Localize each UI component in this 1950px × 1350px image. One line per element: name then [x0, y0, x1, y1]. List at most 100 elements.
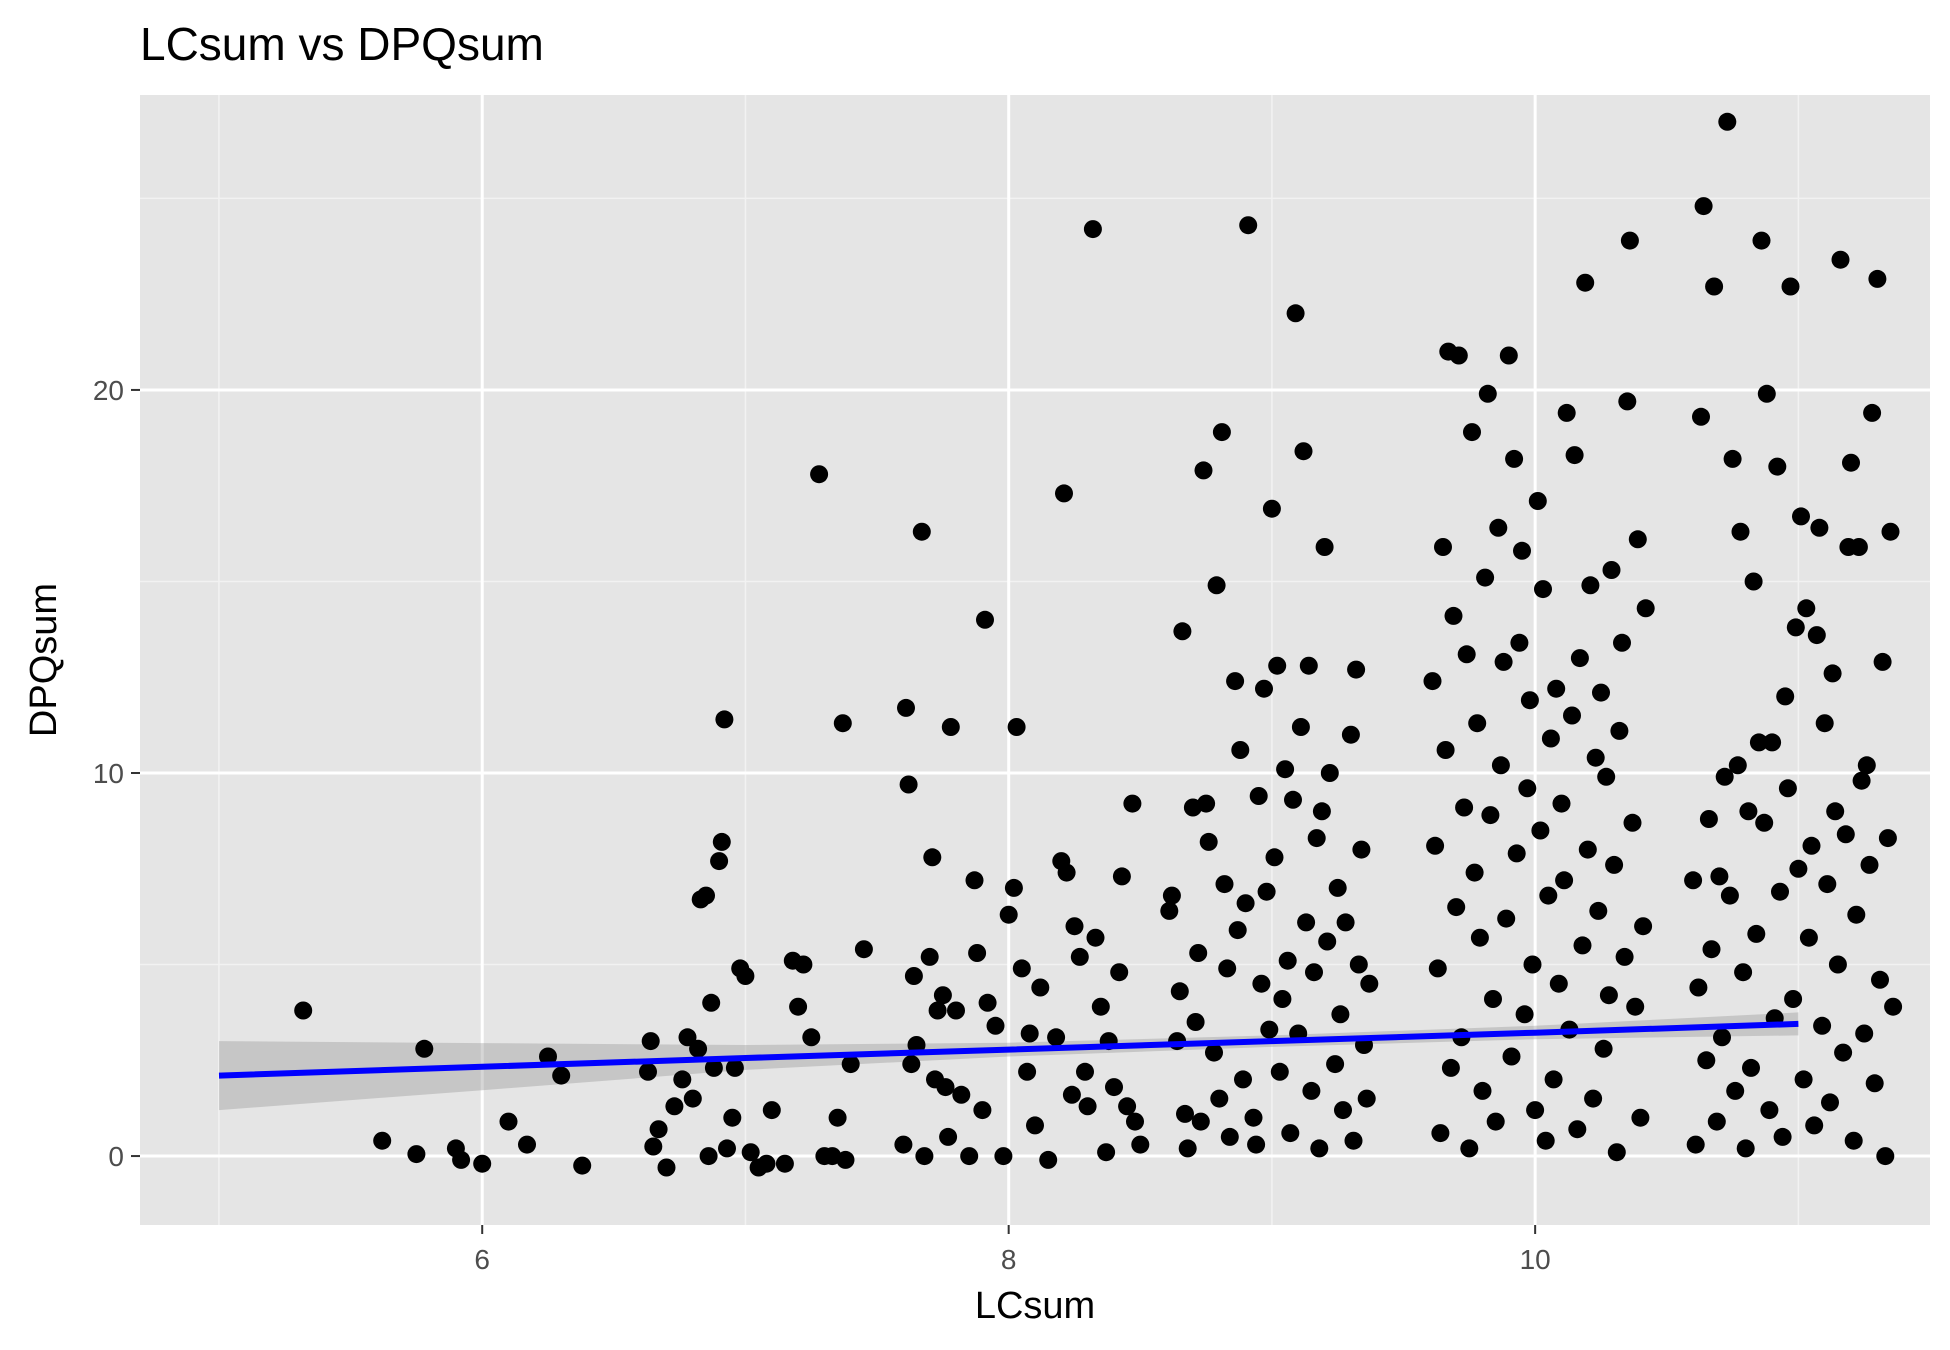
data-point	[1489, 518, 1508, 537]
data-point	[1039, 1150, 1058, 1169]
data-point	[775, 1154, 794, 1173]
data-point	[1536, 1131, 1555, 1150]
data-point	[973, 1101, 992, 1120]
data-point	[1160, 901, 1179, 920]
data-point	[1823, 664, 1842, 683]
x-tick-label: 8	[1001, 1244, 1017, 1275]
data-point	[1797, 599, 1816, 618]
data-point	[710, 852, 729, 871]
data-point	[1255, 679, 1273, 698]
data-point	[1091, 997, 1110, 1016]
data-point	[1062, 1085, 1081, 1104]
data-point	[573, 1156, 592, 1175]
data-point	[1505, 449, 1524, 468]
data-point	[1773, 1127, 1792, 1146]
data-point	[1031, 978, 1050, 997]
data-point	[978, 993, 997, 1012]
data-point	[1105, 1078, 1123, 1097]
data-point	[1186, 1013, 1205, 1031]
data-point	[1499, 346, 1518, 365]
data-point	[1723, 449, 1742, 468]
data-point	[1210, 1089, 1229, 1108]
data-point	[1810, 518, 1829, 537]
data-point	[1347, 660, 1366, 679]
data-point	[1455, 798, 1474, 817]
data-point	[1320, 764, 1339, 782]
data-point	[1628, 530, 1647, 549]
data-point	[939, 1127, 958, 1146]
data-point	[1736, 1139, 1755, 1158]
data-point	[1718, 112, 1737, 131]
data-point	[415, 1039, 434, 1058]
x-tick-label: 6	[474, 1244, 490, 1275]
data-point	[1634, 917, 1653, 936]
data-point	[762, 1101, 781, 1120]
data-point	[894, 1135, 913, 1154]
data-point	[499, 1112, 518, 1131]
data-point	[1252, 974, 1271, 993]
y-tick-label: 20	[93, 375, 124, 406]
data-point	[1526, 1101, 1545, 1120]
data-point	[1615, 947, 1634, 966]
data-point	[518, 1135, 536, 1154]
data-point	[1215, 875, 1234, 894]
data-point	[1592, 683, 1610, 702]
data-point	[1826, 802, 1845, 821]
data-point	[1726, 1081, 1745, 1100]
data-point	[828, 1108, 847, 1127]
data-point	[1012, 959, 1031, 978]
data-point	[920, 947, 939, 966]
regression-line-layer	[218, 1020, 1799, 1079]
data-point	[1784, 990, 1803, 1008]
data-point	[1057, 863, 1076, 882]
data-point	[1852, 771, 1871, 790]
data-point	[736, 967, 755, 985]
data-point	[657, 1158, 676, 1177]
data-point	[1257, 882, 1276, 901]
data-point	[1539, 886, 1558, 905]
data-point	[1573, 936, 1592, 955]
data-point	[1707, 1112, 1726, 1131]
data-point	[639, 1062, 657, 1081]
data-point	[941, 718, 960, 736]
data-point	[1447, 898, 1466, 917]
data-point	[1315, 538, 1334, 556]
data-point	[1731, 522, 1750, 541]
data-point	[1239, 216, 1258, 235]
data-point	[1570, 649, 1589, 668]
data-point	[1863, 403, 1882, 422]
data-point	[936, 1078, 955, 1097]
data-point	[1876, 1147, 1895, 1166]
data-point	[1868, 269, 1887, 288]
data-point	[1605, 855, 1624, 874]
data-point	[1212, 423, 1231, 442]
data-point	[1026, 1116, 1044, 1135]
data-point	[1265, 848, 1284, 867]
data-point	[904, 967, 923, 985]
data-point	[1065, 917, 1084, 936]
data-point	[1776, 687, 1795, 706]
data-point	[1541, 729, 1560, 748]
data-point	[1528, 492, 1547, 510]
data-point	[1739, 802, 1758, 821]
data-point	[902, 1055, 921, 1074]
data-point	[1781, 277, 1800, 296]
data-point	[952, 1085, 971, 1104]
data-point	[1297, 913, 1316, 932]
data-point	[1857, 756, 1876, 775]
data-point	[1747, 924, 1766, 943]
data-point	[1291, 718, 1310, 736]
data-point	[1226, 672, 1245, 691]
data-point	[976, 610, 994, 629]
data-point	[552, 1066, 571, 1085]
data-point	[1778, 779, 1797, 798]
data-point	[833, 714, 852, 733]
data-point	[1834, 1043, 1853, 1062]
data-point	[715, 710, 734, 729]
data-point	[1270, 1062, 1289, 1081]
data-point	[1507, 844, 1526, 863]
data-point	[1020, 1024, 1039, 1043]
data-point	[1431, 1124, 1450, 1143]
data-point	[699, 1147, 718, 1166]
data-point	[1881, 522, 1900, 541]
